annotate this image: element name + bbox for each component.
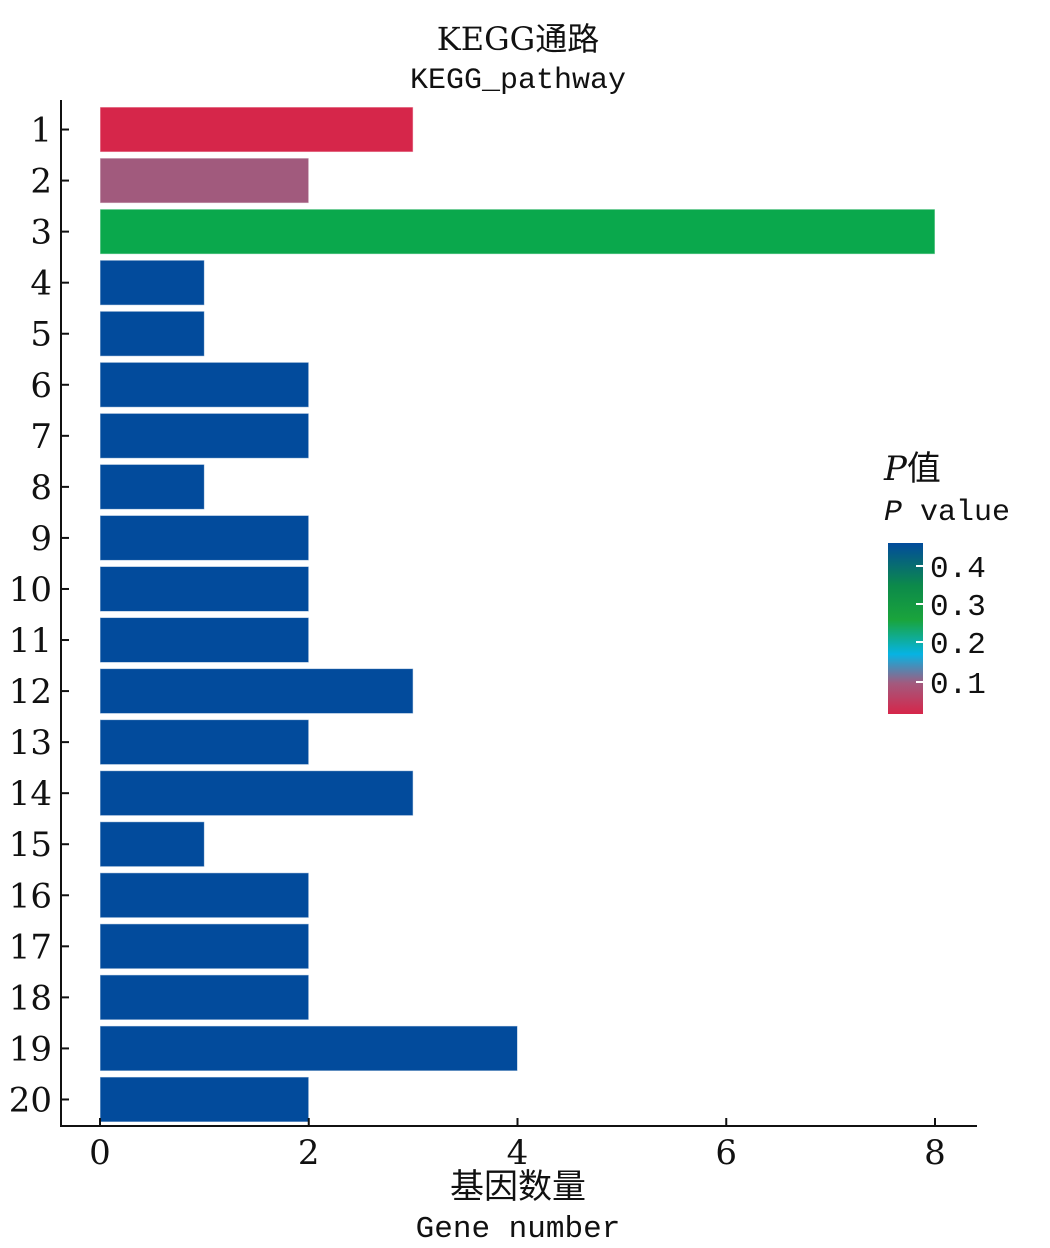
bar-5 [99,310,205,357]
colorbar [888,543,923,714]
bar-12 [99,668,414,715]
y-tick-label-15: 15 [9,825,52,865]
chart-title: KEGG通路 [437,20,599,58]
x-ticks-group: 0 2 4 6 8 [89,1118,946,1173]
legend-title-en-suffix: value [902,496,1010,530]
bar-1 [99,106,414,153]
bar-10 [99,565,310,612]
bar-11 [99,617,310,664]
y-tick-label-8: 8 [30,468,52,508]
y-tick-label-13: 13 [9,723,52,763]
x-tick-label-6: 6 [715,1133,737,1173]
colorbar-ticks-group: 0.40.30.2 0.1 [916,552,986,703]
y-tick-label-19: 19 [9,1029,52,1069]
legend-title-suffix: 值 [907,449,941,489]
y-tick-label-2: 2 [30,162,52,202]
y-tick-label-10: 10 [9,570,52,610]
legend-title-en: P value [884,496,1010,530]
colorbar-tick-label-0.3: 0.3 [930,590,986,625]
y-tick-label-20: 20 [9,1080,52,1120]
y-tick-label-1: 1 [30,111,52,151]
y-tick-label-4: 4 [30,264,52,304]
y-tick-label-3: 3 [30,213,52,253]
legend-title: P值 [883,449,941,489]
x-tick-label-4: 4 [507,1133,529,1173]
y-tick-label-14: 14 [9,774,52,814]
x-axis-title: 基因数量 [450,1167,586,1207]
y-tick-label-16: 16 [9,876,52,916]
y-tick-label-11: 11 [9,621,52,661]
bar-4 [99,259,205,306]
bar-18 [99,974,310,1021]
colorbar-legend: P值 P value 0.40.30.2 0.1 [883,449,1010,714]
bar-17 [99,923,310,970]
colorbar-tick-label-0.2: 0.2 [930,628,986,663]
bar-9 [99,514,310,561]
bar-7 [99,412,310,459]
y-tick-label-7: 7 [30,417,52,457]
y-tick-label-9: 9 [30,519,52,559]
y-tick-label-18: 18 [9,978,52,1018]
x-tick-label-0: 0 [89,1133,111,1173]
bars-group [99,106,936,1123]
y-tick-label-5: 5 [30,315,52,355]
x-axis-title-en: Gene number [416,1212,621,1247]
y-tick-label-12: 12 [9,672,52,712]
x-tick-label-2: 2 [298,1133,320,1173]
bar-6 [99,361,310,408]
bar-14 [99,770,414,817]
y-tick-label-6: 6 [30,366,52,406]
colorbar-tick-label-0.4: 0.4 [930,552,986,587]
chart-subtitle: KEGG_pathway [410,64,626,98]
bar-8 [99,463,205,510]
colorbar-tick-label-0.1: 0.1 [930,668,986,703]
bar-2 [99,157,310,204]
y-tick-label-17: 17 [9,927,52,967]
bar-3 [99,208,936,255]
bar-15 [99,821,205,868]
bar-16 [99,872,310,919]
x-tick-label-8: 8 [924,1133,946,1173]
bar-13 [99,719,310,766]
bar-20 [99,1076,310,1123]
bar-19 [99,1025,518,1072]
